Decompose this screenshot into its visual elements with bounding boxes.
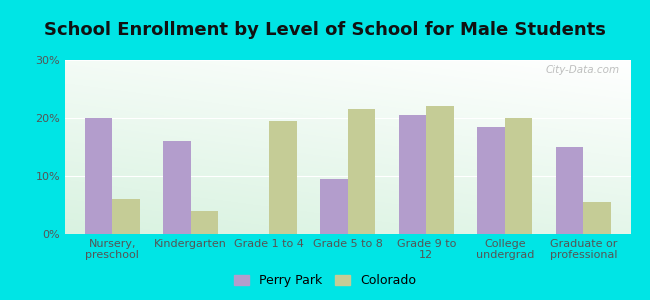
Bar [269, 121, 296, 234]
Bar [556, 147, 584, 234]
Bar [320, 179, 348, 234]
Bar [399, 115, 426, 234]
Bar [426, 106, 454, 234]
Bar [505, 118, 532, 234]
Bar [477, 127, 505, 234]
Bar [84, 118, 112, 234]
Bar [584, 202, 611, 234]
Bar [190, 211, 218, 234]
Text: City-Data.com: City-Data.com [545, 65, 619, 75]
Bar [163, 141, 190, 234]
Bar [348, 109, 375, 234]
Text: School Enrollment by Level of School for Male Students: School Enrollment by Level of School for… [44, 21, 606, 39]
Bar [112, 199, 140, 234]
Legend: Perry Park, Colorado: Perry Park, Colorado [230, 270, 420, 291]
